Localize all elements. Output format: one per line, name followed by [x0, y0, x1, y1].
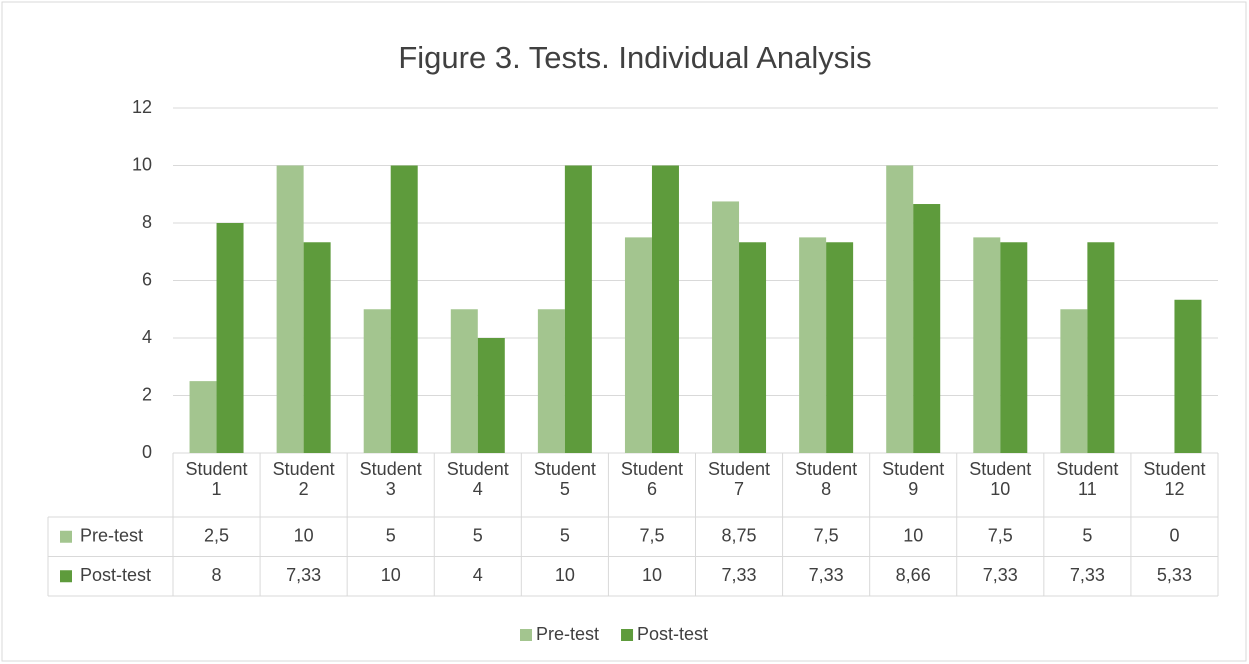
table-cell: 7,33	[809, 565, 844, 585]
bar	[913, 204, 941, 453]
x-tick-label: Student 5	[534, 459, 596, 499]
table-cell: 7,5	[814, 526, 839, 546]
y-tick-label: 0	[142, 442, 152, 462]
table-cell: 5	[473, 526, 483, 546]
y-tick-label: 2	[142, 384, 152, 404]
bar	[973, 237, 1001, 453]
table-cell: 10	[294, 526, 314, 546]
table-cell: 8,66	[896, 565, 931, 585]
x-tick-label: Student 11	[1056, 459, 1118, 499]
table-cell: 7,5	[639, 526, 664, 546]
chart-title: Figure 3. Tests. Individual Analysis	[398, 40, 871, 75]
legend-key	[520, 629, 532, 641]
x-tick-label: Student 2	[273, 459, 335, 499]
bar	[739, 242, 767, 453]
bar	[564, 165, 592, 453]
bar	[886, 165, 914, 453]
bar	[216, 223, 244, 453]
table-cell: 5	[1082, 526, 1092, 546]
table-cell: 10	[555, 565, 575, 585]
bar	[390, 165, 418, 453]
bar	[477, 338, 505, 453]
x-tick-label: Student 3	[360, 459, 422, 499]
table-legend-key	[60, 530, 72, 543]
y-tick-label: 12	[132, 97, 152, 117]
bar	[1174, 299, 1202, 453]
bar	[651, 165, 679, 453]
bar	[537, 309, 565, 453]
bar	[1000, 242, 1028, 453]
table-cell: 7,5	[988, 526, 1013, 546]
table-cell: 5,33	[1157, 565, 1192, 585]
bar	[363, 309, 391, 453]
table-cell: 10	[903, 526, 923, 546]
table-row-label: Pre-test	[80, 526, 143, 546]
bar	[1060, 309, 1088, 453]
bar	[450, 309, 478, 453]
bar	[303, 242, 331, 453]
table-cell: 7,33	[286, 565, 321, 585]
legend-label: Post-test	[637, 624, 708, 644]
table-cell: 7,33	[722, 565, 757, 585]
table-legend-key	[60, 570, 72, 583]
bar	[189, 381, 217, 453]
table-cell: 8	[212, 565, 222, 585]
table-cell: 0	[1169, 526, 1179, 546]
table-row-label: Post-test	[80, 565, 151, 585]
table-cell: 10	[642, 565, 662, 585]
x-tick-label: Student 9	[882, 459, 944, 499]
bar	[826, 242, 854, 453]
bar	[712, 201, 740, 453]
x-tick-label: Student 7	[708, 459, 770, 499]
table-cell: 4	[473, 565, 483, 585]
bar	[624, 237, 652, 453]
table-cell: 10	[381, 565, 401, 585]
y-tick-label: 8	[142, 212, 152, 232]
table-cell: 7,33	[983, 565, 1018, 585]
table-cell: 5	[386, 526, 396, 546]
x-tick-label: Student 1	[186, 459, 248, 499]
y-tick-label: 4	[142, 327, 152, 347]
x-tick-label: Student 8	[795, 459, 857, 499]
y-tick-label: 10	[132, 154, 152, 174]
x-tick-label: Student 12	[1143, 459, 1205, 499]
x-tick-label: Student 10	[969, 459, 1031, 499]
x-tick-label: Student 4	[447, 459, 509, 499]
bar	[276, 165, 304, 453]
table-cell: 5	[560, 526, 570, 546]
table-cell: 8,75	[722, 526, 757, 546]
legend-label: Pre-test	[536, 624, 599, 644]
table-cell: 7,33	[1070, 565, 1105, 585]
y-tick-label: 6	[142, 269, 152, 289]
legend-key	[621, 629, 634, 641]
table-cell: 2,5	[204, 526, 229, 546]
bar	[1087, 242, 1115, 453]
x-tick-label: Student 6	[621, 459, 683, 499]
bar	[799, 237, 827, 453]
